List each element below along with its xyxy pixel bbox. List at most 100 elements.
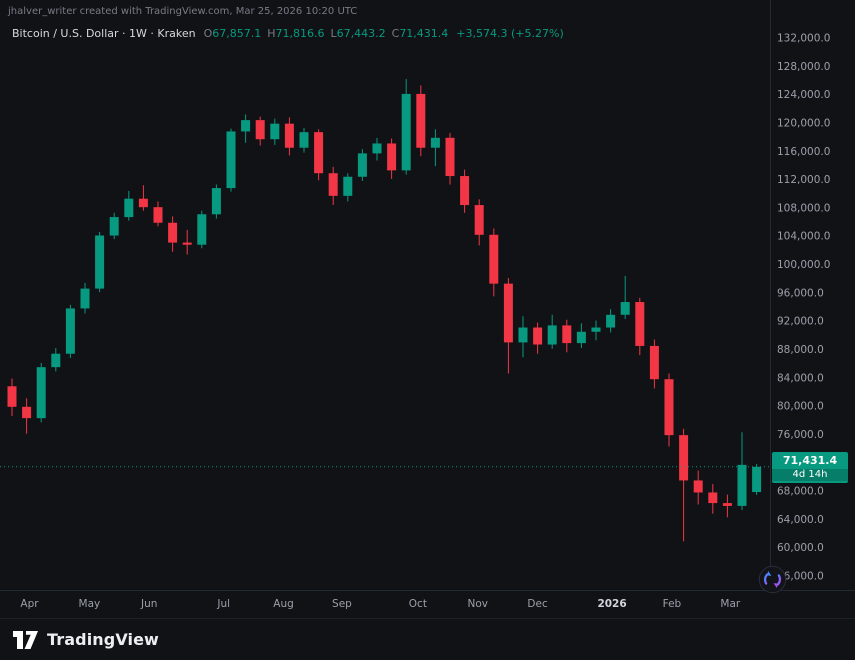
candle-up — [270, 123, 280, 140]
y-axis-label: 80,000.0 — [777, 401, 824, 413]
candle-up — [591, 327, 601, 332]
candle-down — [314, 132, 324, 174]
candle-up — [430, 137, 440, 148]
candle-up — [752, 466, 762, 493]
y-axis-label: 124,000.0 — [777, 89, 830, 101]
y-axis-label: 60,000.0 — [777, 542, 824, 554]
symbol-legend: Bitcoin / U.S. Dollar · 1W · Kraken O67,… — [12, 27, 564, 40]
candle-down — [679, 435, 689, 481]
x-axis-label: Apr — [20, 598, 39, 610]
price-change: +3,574.3 (+5.27%) — [456, 27, 564, 40]
x-axis-label: Feb — [663, 598, 682, 610]
candle-up — [51, 353, 61, 368]
candle-down — [562, 325, 572, 344]
y-axis-label: 56,000.0 — [777, 571, 824, 583]
candle-down — [489, 234, 499, 284]
candle-up — [241, 120, 251, 132]
candle-down — [7, 386, 17, 407]
candle-down — [722, 503, 732, 506]
y-axis-label: 88,000.0 — [777, 344, 824, 356]
y-axis-label: 76,000.0 — [777, 429, 824, 441]
x-axis-label: 2026 — [597, 598, 626, 610]
y-axis-label: 104,000.0 — [777, 231, 830, 243]
ohlc-low: L67,443.2 — [330, 27, 386, 40]
candle-down — [328, 173, 338, 196]
candle-up — [343, 176, 353, 196]
y-axis-label: 64,000.0 — [777, 514, 824, 526]
tradingview-brand[interactable]: TradingView — [47, 630, 159, 649]
x-axis-label: Mar — [720, 598, 740, 610]
x-axis-label: Oct — [409, 598, 427, 610]
y-axis-label: 108,000.0 — [777, 202, 830, 214]
ohlc-open: O67,857.1 — [203, 27, 262, 40]
y-axis-label: 116,000.0 — [777, 146, 830, 158]
x-axis-label: Jul — [216, 598, 230, 610]
candle-down — [474, 205, 484, 235]
candle-up — [124, 198, 134, 218]
candle-up — [737, 464, 747, 506]
candle-down — [503, 283, 513, 343]
candle-down — [649, 345, 659, 380]
candle-down — [284, 123, 294, 148]
y-axis-label: 68,000.0 — [777, 486, 824, 498]
candle-up — [36, 367, 46, 419]
y-axis-label: 100,000.0 — [777, 259, 830, 271]
candle-down — [168, 222, 178, 243]
tradingview-logo-icon[interactable] — [12, 628, 39, 652]
y-axis-label: 132,000.0 — [777, 33, 830, 45]
candle-down — [693, 480, 703, 493]
y-axis-label: 120,000.0 — [777, 117, 830, 129]
candlestick-chart[interactable]: 56,000.060,000.064,000.068,000.072,000.0… — [0, 0, 855, 618]
last-price-badge: 71,431.4 4d 14h — [772, 451, 848, 483]
snapshot-watermark: jhalver_writer created with TradingView.… — [8, 6, 358, 17]
candle-up — [401, 93, 411, 171]
refresh-icon — [758, 565, 787, 594]
candle-down — [533, 327, 543, 345]
candle-down — [708, 492, 718, 504]
y-axis-label: 128,000.0 — [777, 61, 830, 73]
last-price-value: 71,431.4 — [782, 453, 838, 467]
bar-countdown: 4d 14h — [772, 468, 848, 481]
y-axis-label: 112,000.0 — [777, 174, 830, 186]
x-axis-label: Sep — [332, 598, 352, 610]
candle-up — [357, 153, 367, 177]
y-axis-label: 92,000.0 — [777, 316, 824, 328]
candle-up — [95, 235, 105, 289]
candle-up — [226, 131, 236, 189]
candle-down — [182, 242, 192, 245]
candle-down — [445, 137, 455, 177]
candle-down — [635, 302, 645, 346]
candle-down — [138, 198, 148, 208]
candle-up — [606, 314, 616, 328]
candle-up — [211, 188, 221, 215]
candle-up — [518, 327, 528, 343]
candle-down — [460, 176, 470, 206]
candle-up — [372, 143, 382, 154]
y-axis-label: 84,000.0 — [777, 372, 824, 384]
candle-up — [109, 217, 119, 236]
y-axis-label: 96,000.0 — [777, 287, 824, 299]
candle-down — [255, 120, 265, 140]
candle-up — [197, 214, 207, 245]
refresh-button[interactable] — [758, 565, 787, 594]
x-axis-label: Dec — [527, 598, 548, 610]
candle-down — [664, 379, 674, 436]
x-axis-label: May — [79, 598, 101, 610]
ohlc-close: C71,431.4 — [391, 27, 449, 40]
x-axis-label: Nov — [467, 598, 488, 610]
candle-up — [299, 132, 309, 148]
candle-down — [387, 143, 397, 171]
ohlc-high: H71,816.6 — [267, 27, 325, 40]
candle-down — [153, 207, 163, 223]
x-axis-label: Jun — [140, 598, 157, 610]
candle-up — [620, 302, 630, 315]
candle-up — [547, 325, 557, 345]
candle-up — [576, 331, 586, 344]
candle-down — [416, 93, 426, 148]
footer-bar: TradingView — [0, 618, 855, 660]
x-axis-label: Aug — [273, 598, 294, 610]
candle-up — [80, 288, 90, 309]
candle-up — [65, 308, 75, 354]
symbol-title[interactable]: Bitcoin / U.S. Dollar · 1W · Kraken — [12, 27, 196, 40]
